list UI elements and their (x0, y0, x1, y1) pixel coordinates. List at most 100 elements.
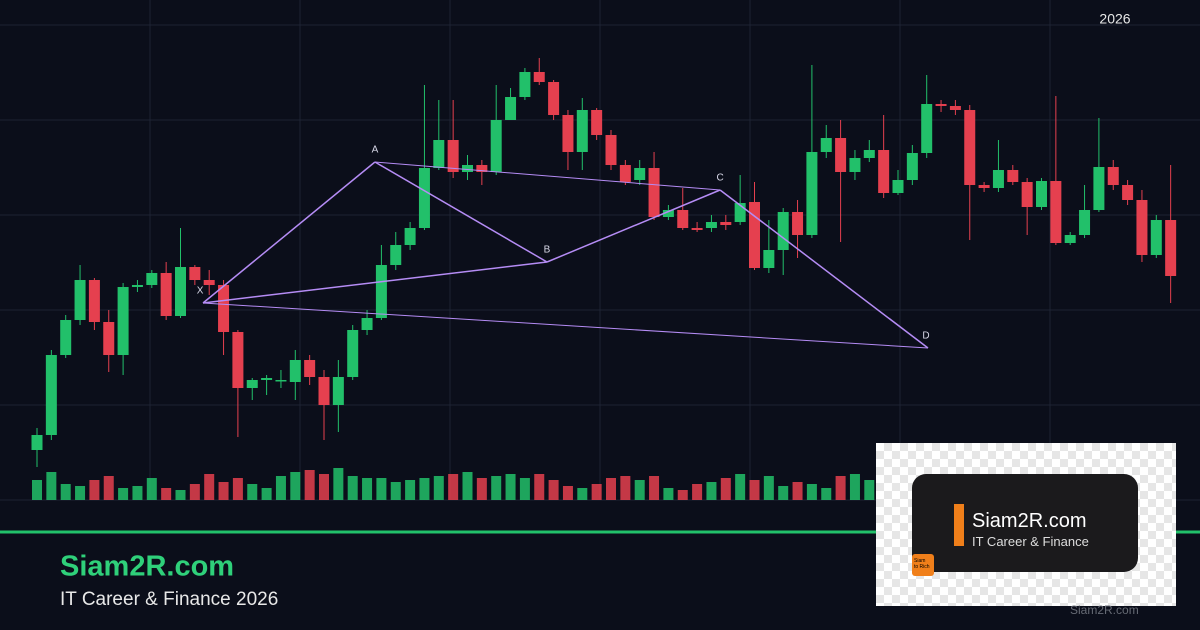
volume-bar (649, 476, 660, 500)
logo-tagline: IT Career & Finance (972, 534, 1089, 549)
volume-bar (821, 488, 832, 500)
volume-bar (75, 486, 86, 500)
pattern-label: D (922, 331, 929, 342)
candle-body (1050, 181, 1062, 243)
pattern-label: C (716, 173, 723, 184)
volume-bar (362, 478, 373, 500)
volume-bar (706, 482, 717, 500)
candle-body (1021, 182, 1033, 207)
volume-bar (562, 486, 573, 500)
volume-bar (218, 482, 229, 500)
pattern-label: X (197, 286, 204, 297)
volume-bar (864, 480, 875, 500)
candle-body (1007, 170, 1019, 182)
volume-bar (290, 472, 301, 500)
volume-bar (577, 488, 588, 500)
candle-body (304, 360, 316, 377)
candle-body (749, 202, 760, 268)
candle-body (404, 228, 416, 245)
candle-body (906, 153, 918, 180)
candle-body (160, 273, 172, 316)
candle-body (361, 318, 373, 330)
candle-body (476, 165, 488, 172)
pattern-line (374, 161, 721, 191)
volume-bar (390, 482, 401, 500)
candle-body (74, 280, 86, 320)
volume-bar (103, 476, 114, 500)
candle-body (289, 360, 301, 382)
pattern-line (546, 189, 721, 263)
candle-body (1122, 185, 1134, 200)
volume-bar (806, 484, 817, 500)
volume-bar (118, 488, 129, 500)
volume-bar (419, 478, 430, 500)
candle-body (261, 378, 273, 380)
candle-body (175, 267, 186, 316)
volume-bar (548, 480, 559, 500)
pattern-line (202, 261, 548, 304)
logo-card: Siam2R.com IT Career & Finance Siam to Ri… (912, 474, 1138, 576)
volume-bar (677, 490, 688, 500)
pattern-label: B (544, 245, 551, 256)
candle-body (189, 267, 201, 280)
pattern-line (719, 189, 929, 349)
candle-body (806, 152, 818, 235)
volume-bar (60, 484, 71, 500)
candle-body (662, 210, 674, 217)
candle-body (31, 435, 43, 450)
candle-body (964, 110, 976, 185)
volume-bar (204, 474, 215, 500)
volume-bar (175, 490, 186, 500)
volume-bar (161, 488, 172, 500)
candle-body (835, 138, 847, 172)
candle-body (734, 203, 746, 222)
candle-body (60, 320, 72, 355)
candle-body (45, 355, 57, 435)
volume-bar (146, 478, 157, 500)
volume-bar (491, 476, 502, 500)
brand-name: Siam2R.com (60, 551, 234, 583)
candle-body (1079, 210, 1091, 235)
candle-body (275, 380, 287, 382)
candle-body (763, 250, 775, 268)
volume-bar (720, 478, 731, 500)
candle-body (318, 377, 330, 405)
candle-body (677, 210, 689, 228)
volume-bar (462, 472, 473, 500)
candle-body (433, 140, 445, 168)
candle-body (820, 138, 832, 152)
candle-body (978, 185, 990, 188)
candle-body (103, 322, 115, 355)
icon-text: to Rich (914, 564, 930, 570)
candle-body (88, 280, 100, 322)
volume-bar (261, 488, 272, 500)
icon-text: Siam (914, 558, 926, 564)
candle-body (1165, 220, 1177, 276)
volume-bar (849, 474, 860, 500)
candle-body (203, 280, 215, 285)
volume-bar (319, 474, 329, 500)
volume-bar (634, 480, 645, 500)
volume-bar (132, 486, 143, 500)
candle-body (1093, 167, 1105, 210)
logo-icon: Siam to Rich (912, 554, 934, 576)
candle-body (505, 97, 517, 120)
candle-body (117, 287, 129, 355)
volume-bar (89, 480, 100, 500)
candle-body (146, 273, 158, 285)
volume-bar (534, 474, 545, 500)
candle-body (347, 330, 359, 377)
candle-body (490, 120, 502, 172)
candle-body (1150, 220, 1162, 255)
volume-bar (792, 482, 803, 500)
candle-body (533, 72, 545, 82)
candle-body (648, 168, 660, 217)
volume-bar (763, 476, 774, 500)
candle-body (232, 332, 244, 388)
candle-body (519, 72, 531, 97)
candle-body (1064, 235, 1076, 243)
volume-bar (333, 468, 344, 500)
candle-body (246, 380, 258, 388)
candle-body (131, 285, 143, 287)
